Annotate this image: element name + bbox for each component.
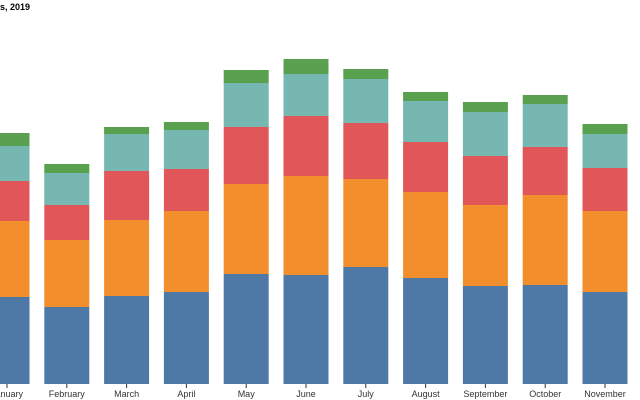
bar-segment-may-4: [223, 70, 269, 83]
bar-segment-november-2: [582, 168, 628, 211]
bar-segment-january-1: [0, 221, 30, 297]
bar-segment-january-0: [0, 297, 30, 384]
bar-segment-november-0: [582, 292, 628, 384]
bar-segment-february-0: [44, 307, 90, 384]
bar-segment-august-4: [403, 92, 449, 101]
bar-segment-august-2: [403, 142, 449, 192]
bar-segment-september-0: [462, 286, 508, 384]
bar-segment-august-1: [403, 192, 449, 278]
bar-segment-march-4: [104, 127, 150, 134]
bar-segment-june-1: [283, 176, 329, 275]
bar-segment-october-0: [522, 285, 568, 384]
bar-segment-july-2: [343, 123, 389, 179]
bar-segment-july-1: [343, 179, 389, 267]
bar-segment-july-3: [343, 79, 389, 123]
bar-segment-april-3: [163, 130, 209, 169]
bar-segment-november-4: [582, 124, 628, 134]
bar-segment-september-1: [462, 205, 508, 286]
bar-segment-march-0: [104, 296, 150, 384]
bar-segment-october-2: [522, 147, 568, 195]
bar-segment-april-0: [163, 292, 209, 384]
bar-segment-april-4: [163, 122, 209, 130]
bar-segment-october-3: [522, 104, 568, 147]
bar-segment-february-1: [44, 240, 90, 307]
x-tick-label: March: [114, 389, 139, 399]
bar-segment-november-3: [582, 134, 628, 168]
bar-segment-september-4: [462, 102, 508, 112]
chart-title: s, 2019: [0, 2, 31, 12]
bar-segment-january-3: [0, 146, 30, 181]
bar-segment-august-0: [403, 278, 449, 384]
x-tick-label: September: [463, 389, 507, 399]
bar-segment-february-3: [44, 173, 90, 205]
x-tick-label: June: [296, 389, 316, 399]
bar-segment-june-2: [283, 116, 329, 176]
bar-segment-october-4: [522, 95, 568, 104]
bar-segment-june-4: [283, 59, 329, 74]
bar-segment-september-2: [462, 156, 508, 205]
bar-segment-february-2: [44, 205, 90, 240]
bar-segment-may-2: [223, 127, 269, 184]
x-tick-label: October: [529, 389, 561, 399]
bar-segment-may-1: [223, 184, 269, 274]
bar-segment-july-0: [343, 267, 389, 384]
bar-segment-january-4: [0, 133, 30, 146]
bar-segment-march-2: [104, 171, 150, 220]
x-tick-label: November: [584, 389, 626, 399]
bar-segment-october-1: [522, 195, 568, 285]
bar-segment-march-1: [104, 220, 150, 296]
bar-segment-january-2: [0, 181, 30, 221]
x-tick-label: April: [177, 389, 195, 399]
bar-segment-april-1: [163, 211, 209, 292]
bar-segment-may-0: [223, 274, 269, 384]
x-tick-label: August: [412, 389, 441, 399]
x-tick-label: May: [238, 389, 256, 399]
bar-segment-september-3: [462, 112, 508, 156]
x-tick-label: January: [0, 389, 24, 399]
bar-segment-may-3: [223, 83, 269, 127]
bar-segment-march-3: [104, 134, 150, 171]
bar-segment-july-4: [343, 69, 389, 79]
bar-segment-november-1: [582, 211, 628, 292]
bar-segment-june-0: [283, 275, 329, 384]
bar-segment-august-3: [403, 101, 449, 142]
x-tick-label: July: [358, 389, 375, 399]
bar-segment-april-2: [163, 169, 209, 211]
x-tick-label: February: [49, 389, 86, 399]
bar-segment-february-4: [44, 164, 90, 173]
bar-segment-june-3: [283, 74, 329, 116]
